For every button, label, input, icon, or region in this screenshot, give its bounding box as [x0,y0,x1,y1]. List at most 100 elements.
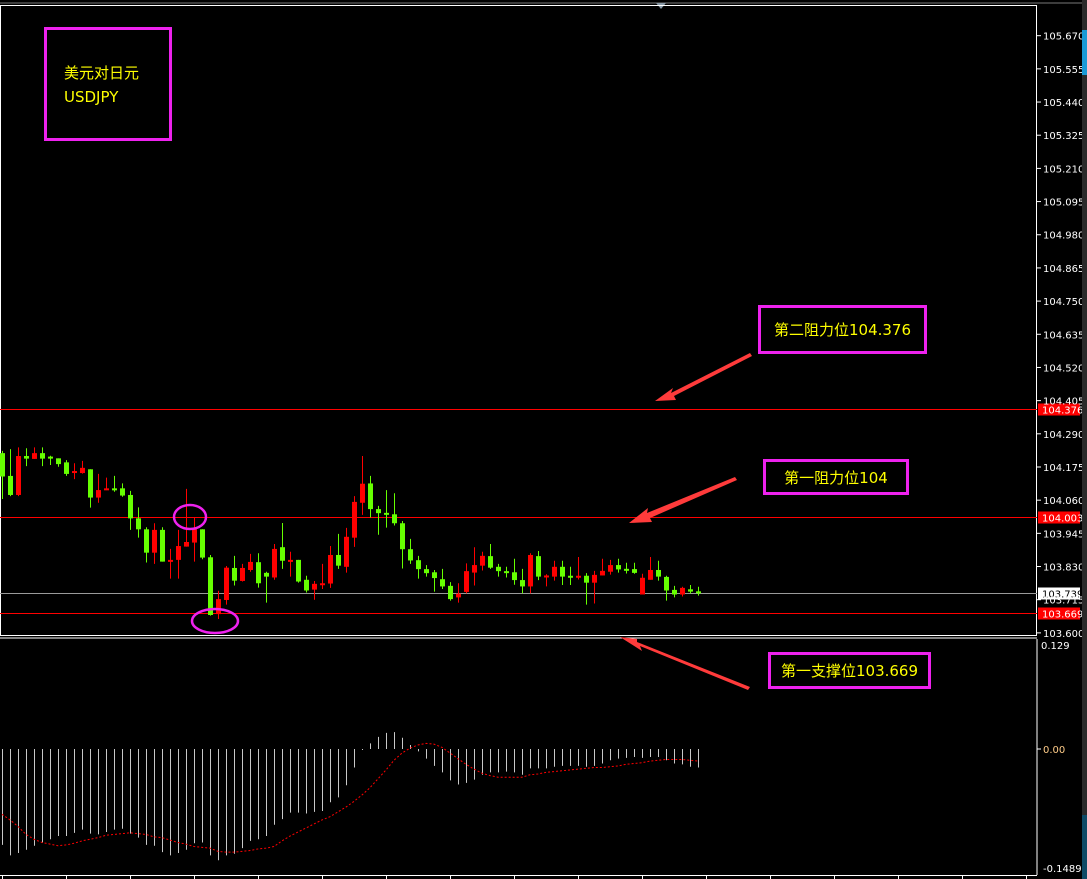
candle-body [368,483,373,510]
candle [400,520,405,569]
candle [584,573,589,605]
candle-body [544,575,549,578]
candle-body [696,591,701,594]
price-tick-label: 104.290 [1043,430,1084,441]
candle [80,460,85,474]
candle [184,488,189,547]
candle [416,555,421,579]
symbol-annotation-box: 美元对日元 USDJPY [44,27,172,141]
candle-body [64,462,69,474]
price-tag-label: 103.669 [1042,610,1083,621]
candle [608,559,613,575]
candle-body [296,559,301,582]
candle [480,551,485,571]
candle-body [472,565,477,573]
price-tag [1038,511,1080,524]
candle-body [128,494,133,519]
macd-tick-label: 0.00 [1043,745,1065,756]
candle [528,553,533,594]
price-tick-label: 104.175 [1043,463,1084,474]
candle [136,507,141,538]
price-tick-label: 104.060 [1043,496,1084,507]
candle-body [256,562,261,584]
candle-body [240,567,245,581]
macd-panel [1,732,699,861]
candle [448,582,453,601]
candle [544,574,549,587]
price-tick-label: 103.830 [1043,563,1084,574]
price-tick-label: 105.095 [1043,198,1084,209]
candle [408,538,413,564]
candle [112,475,117,492]
candle [144,527,149,563]
candle [56,458,61,467]
price-tick-label: 104.750 [1043,297,1084,308]
candle-body [616,565,621,570]
candle-body [504,571,509,574]
window-scrollbar[interactable] [1082,0,1087,879]
candle-body [16,456,21,495]
candle [640,573,645,595]
candle-body [168,559,173,562]
price-tick-label: 105.210 [1043,164,1084,175]
main-panel-frame [0,5,1037,636]
candle [288,551,293,577]
candle-body [320,583,325,586]
candle-body [264,572,269,577]
candle-body [272,548,277,578]
candle [256,553,261,588]
candle-body [80,467,85,474]
candle [240,563,245,582]
scrollbar-thumb[interactable] [1082,30,1087,75]
price-tick-label: 104.520 [1043,363,1084,374]
macd-tick-label: 0.129 [1041,641,1070,652]
candle-body [480,555,485,566]
price-tag-label: 104.376 [1042,406,1083,417]
candle-body [248,561,253,570]
price-tick-label: 104.405 [1043,397,1084,408]
candle [696,586,701,596]
candle-body [512,572,517,581]
candle-body [488,556,493,568]
candle-body [136,518,141,530]
macd-signal-line [1,742,699,853]
candle-body [304,579,309,591]
price-tag-label: 103.739 [1042,590,1083,601]
candle-body [40,453,45,459]
candle [552,560,557,581]
candle [328,546,333,588]
candle-body [200,529,205,558]
resistance1-label: 第一阻力位104 [784,468,888,487]
arrow-support1 [620,637,750,690]
candle [352,496,357,547]
candle [568,566,573,585]
candle-body [392,514,397,524]
candle-body [312,583,317,590]
candle-body [232,567,237,581]
candle [296,559,301,583]
candle [8,449,13,497]
candle-body [192,529,197,543]
candle [392,493,397,526]
candle-body [552,566,557,577]
candle [120,483,125,497]
candle-body [384,512,389,515]
candle-body [496,566,501,572]
scrollbar-track-lower [1082,815,1087,879]
candle [648,557,653,580]
candle [64,460,69,476]
candle-body [152,529,157,553]
time-axis-ticks [2,875,1027,879]
candle [424,565,429,577]
candle [336,533,341,569]
candle-body [72,471,77,474]
candle-body [576,575,581,578]
price-tick-label: 103.945 [1043,529,1084,540]
candle-body [424,569,429,574]
candle-body [600,570,605,576]
candle-body [48,456,53,459]
candle [72,463,77,480]
candle [200,529,205,560]
candle-body [592,574,597,583]
